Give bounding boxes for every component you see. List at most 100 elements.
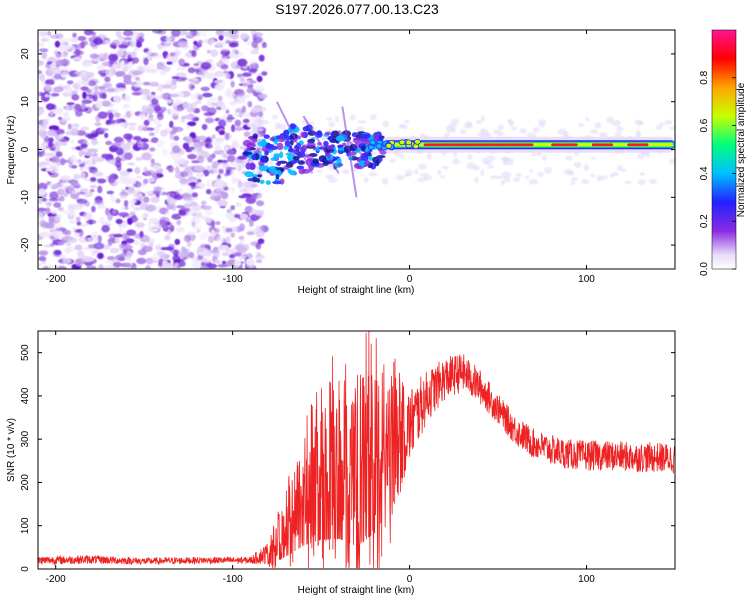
noise-blob [74,103,82,111]
noise-blob [179,76,188,81]
noise-blob [254,85,265,93]
haze-blob [404,173,411,177]
noise-blob [73,50,84,56]
noise-blob [258,54,265,62]
noise-blob [218,119,227,128]
haze-blob [542,154,547,162]
noise-blob [68,210,76,216]
haze-blob [316,169,322,174]
transition-blob [336,163,344,167]
noise-blob [38,188,46,196]
noise-blobs [38,30,675,269]
noise-blob [210,229,216,238]
haze-blob [382,120,390,128]
noise-blob [174,238,181,245]
noise-blob [62,258,72,264]
transition-blob [274,169,282,177]
noise-blob [188,83,195,91]
noise-blob [81,61,92,67]
noise-blob [219,48,230,52]
noise-blob [214,228,220,234]
snr-y-axis: 0 100 200 300 400 500 [20,344,675,572]
noise-blob [246,231,255,236]
noise-blob [108,112,114,121]
noise-blob [49,147,56,151]
transition-blob [376,155,386,159]
noise-blob [38,182,48,191]
noise-blob [169,225,175,232]
noise-blob [84,178,91,182]
haze-blob [531,151,536,157]
noise-blob [59,157,66,166]
noise-blob [143,235,150,243]
noise-blob [254,37,262,44]
noise-blob [261,71,268,76]
noise-blob [115,147,124,156]
noise-blob [123,37,133,41]
noise-blob [38,70,43,74]
noise-blob [230,248,236,253]
haze-blob [637,179,646,185]
noise-blob [103,220,111,225]
haze-blob [568,170,575,176]
noise-blob [193,108,201,114]
haze-blob [571,177,578,181]
noise-blob [98,86,106,90]
haze-blob [255,118,262,123]
noise-blob [78,223,89,227]
y-tick-label: 300 [20,430,31,447]
noise-blob [219,152,228,156]
noise-blob [116,87,126,92]
noise-blob [230,168,235,177]
noise-blob [150,95,156,99]
noise-blob [196,228,201,234]
noise-blob [66,242,71,247]
snr-panel: -200 -100 0 100 0 100 200 300 400 500 Height of … [6,330,676,596]
noise-blob [48,125,60,131]
noise-blob [109,66,116,72]
noise-blob [175,227,185,233]
noise-blob [129,40,137,48]
haze-blob [419,133,425,138]
transition-blob [292,150,299,155]
noise-blob [208,235,215,243]
noise-blob [185,200,192,205]
noise-blob [161,262,172,269]
transition-blob [260,157,268,163]
noise-blob [215,145,222,152]
transition-blob [247,178,254,182]
noise-blob [38,91,41,97]
transition-blob [276,160,281,167]
haze-blob [616,126,624,133]
transition-blob [289,123,296,130]
noise-blob [115,218,123,225]
noise-blob [38,43,45,47]
noise-blob [143,57,149,66]
haze-blob [573,161,582,168]
noise-blob [239,188,248,193]
noise-blob [48,198,59,202]
haze-blob [355,126,365,133]
noise-blob [230,232,236,238]
noise-blob [205,189,212,195]
noise-blob [234,119,241,127]
noise-blob [235,202,242,207]
noise-blob [127,186,135,192]
haze-blob [259,119,270,125]
noise-blob [150,196,160,204]
noise-blob [156,113,164,121]
snr-x-axis: -200 -100 0 100 [46,331,595,585]
y-tick-label: 400 [20,387,31,404]
noise-blob [194,100,202,105]
transition-blob [361,145,366,152]
noise-blob [237,58,248,67]
noise-blob [174,158,180,166]
noise-blob [196,155,205,164]
noise-blob [81,172,86,180]
noise-blob [181,115,187,119]
dispersion-streak [302,115,340,174]
noise-blob [127,162,136,166]
noise-blob [101,153,109,159]
noise-blob [73,204,84,209]
